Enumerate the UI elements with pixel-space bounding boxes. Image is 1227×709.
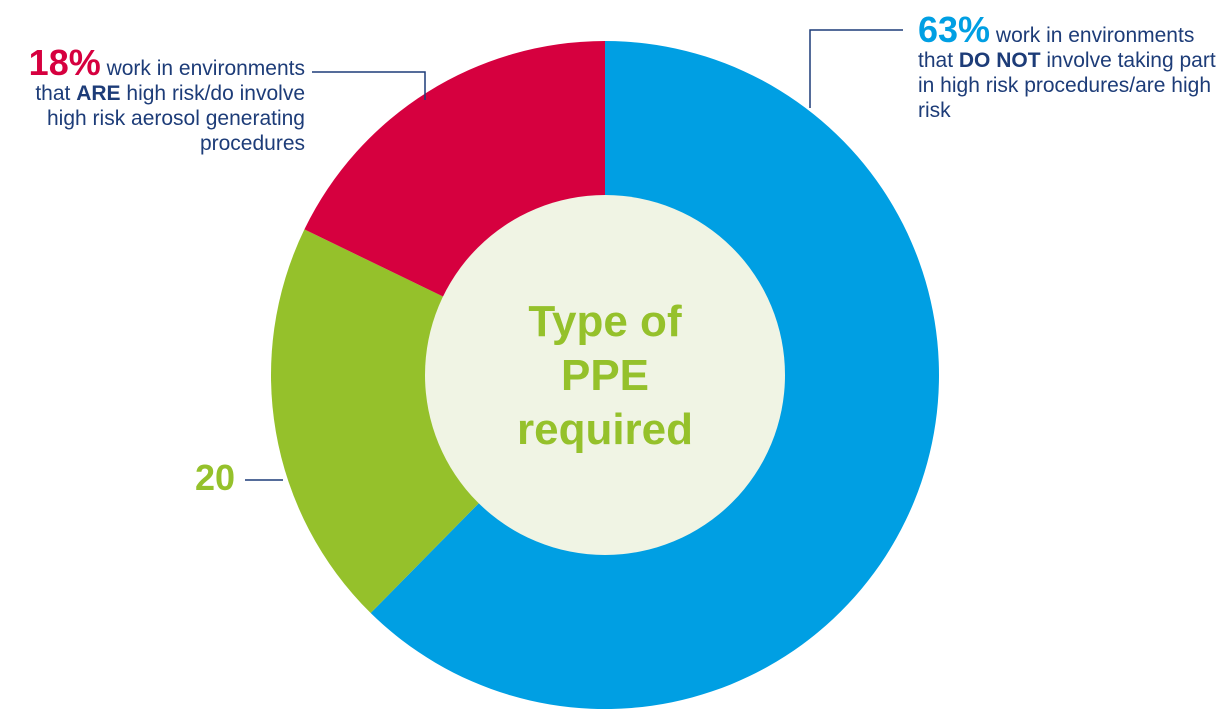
description: work in environments that <box>918 24 1195 72</box>
leader-line <box>809 29 903 108</box>
value-label: 20 <box>194 457 235 498</box>
description-emphasis: DO NOT <box>958 49 1041 72</box>
center-text: Type of PPE required <box>516 297 694 454</box>
description-emphasis: ARE <box>76 82 121 105</box>
leader-line <box>312 71 426 100</box>
description: work in environments that <box>35 57 305 105</box>
slice-label: 63% work in environments that DO NOT inv… <box>918 12 1218 123</box>
description: high risk/do involve high risk aerosol g… <box>47 82 305 155</box>
value-label: 18% <box>28 42 101 83</box>
donut-hole <box>425 195 785 555</box>
slice-label: 20 <box>130 460 235 496</box>
description: involve taking part in high risk procedu… <box>918 49 1216 122</box>
value-label: 63% <box>918 9 991 50</box>
slice-label: 18% work in environments that ARE high r… <box>5 45 305 156</box>
